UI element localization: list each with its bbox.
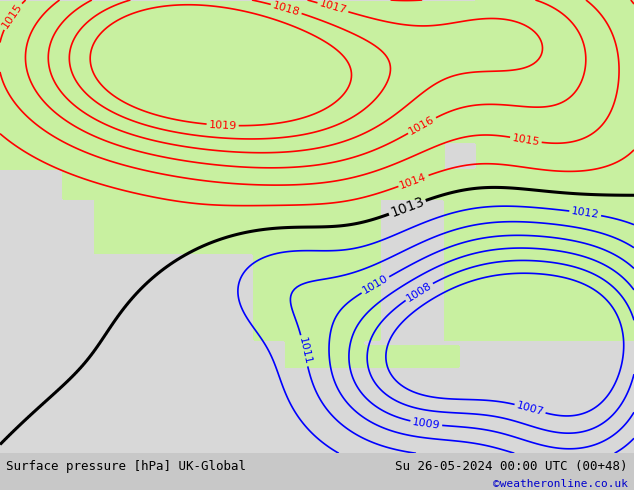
- Text: 1007: 1007: [515, 400, 545, 417]
- Text: 1018: 1018: [271, 0, 301, 18]
- Text: 1015: 1015: [511, 133, 541, 147]
- Text: 1019: 1019: [209, 120, 237, 131]
- Text: 1016: 1016: [407, 114, 437, 137]
- Text: 1009: 1009: [411, 417, 441, 431]
- Text: 1010: 1010: [361, 273, 390, 296]
- Text: 1017: 1017: [318, 0, 348, 16]
- Text: 1014: 1014: [399, 172, 429, 191]
- Text: Su 26-05-2024 00:00 UTC (00+48): Su 26-05-2024 00:00 UTC (00+48): [395, 460, 628, 473]
- Text: 1015: 1015: [0, 1, 24, 30]
- Text: 1012: 1012: [571, 206, 600, 220]
- Text: Surface pressure [hPa] UK-Global: Surface pressure [hPa] UK-Global: [6, 460, 247, 473]
- Text: 1008: 1008: [404, 280, 434, 303]
- Text: 1011: 1011: [297, 336, 313, 366]
- Text: 1013: 1013: [389, 195, 426, 220]
- Text: ©weatheronline.co.uk: ©weatheronline.co.uk: [493, 480, 628, 490]
